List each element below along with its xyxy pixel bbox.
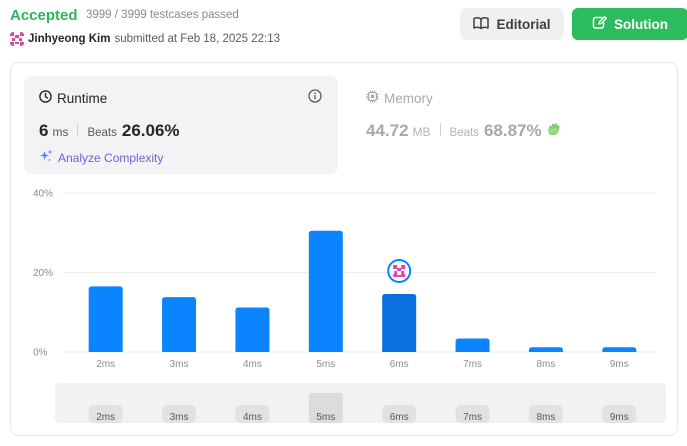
y-tick-label: 0% bbox=[33, 348, 48, 359]
bar-3ms[interactable] bbox=[162, 297, 197, 352]
x-tick-label: 7ms bbox=[463, 359, 482, 370]
runtime-distribution-chart[interactable]: 0% 20% 40% 2ms 3ms 4ms 5ms 6ms 7ms 8ms 9ms 2ms 3ms 4m… bbox=[11, 63, 679, 437]
memory-metrics: 44.72 MB Beats 68.87% bbox=[366, 121, 562, 141]
runtime-heading: Runtime bbox=[39, 90, 107, 106]
runtime-title: Runtime bbox=[57, 90, 108, 106]
memory-title: Memory bbox=[384, 90, 433, 106]
book-icon bbox=[473, 16, 490, 33]
avatar[interactable] bbox=[10, 32, 24, 46]
chip-icon bbox=[366, 90, 379, 106]
divider bbox=[77, 123, 79, 136]
submission-header: Accepted 3999 / 3999 testcases passed Ji… bbox=[10, 6, 687, 50]
info-icon[interactable] bbox=[308, 89, 322, 108]
submitted-time: submitted at Feb 18, 2025 22:13 bbox=[114, 33, 281, 45]
divider bbox=[439, 123, 441, 136]
range-selector-bar bbox=[382, 405, 417, 423]
your-submission-marker bbox=[387, 258, 412, 283]
range-selector-label: 3ms bbox=[170, 412, 189, 423]
runtime-value: 6 bbox=[39, 121, 49, 140]
range-selector-label: 8ms bbox=[536, 412, 555, 423]
testcases-passed: 3999 / 3999 testcases passed bbox=[86, 9, 239, 21]
range-selector[interactable] bbox=[55, 383, 666, 423]
x-tick-label: 3ms bbox=[170, 359, 189, 370]
bar-8ms[interactable] bbox=[528, 347, 563, 352]
runtime-unit: ms bbox=[52, 125, 69, 139]
range-selector-bar bbox=[455, 405, 490, 423]
analyze-complexity-link[interactable]: Analyze Complexity bbox=[39, 149, 163, 166]
edit-icon bbox=[592, 15, 607, 33]
y-tick-label: 20% bbox=[33, 268, 53, 279]
x-tick-label: 6ms bbox=[390, 359, 409, 370]
range-selector-bar bbox=[235, 405, 270, 423]
submission-status: Accepted bbox=[10, 7, 78, 24]
memory-unit: MB bbox=[412, 125, 431, 139]
range-selector-label: 9ms bbox=[610, 412, 629, 423]
bar-6ms[interactable] bbox=[382, 293, 417, 352]
range-selector-label: 7ms bbox=[463, 412, 482, 423]
analyze-label: Analyze Complexity bbox=[58, 150, 164, 165]
y-tick-label: 40% bbox=[33, 189, 53, 200]
bar-2ms[interactable] bbox=[88, 286, 123, 352]
editorial-label: Editorial bbox=[496, 16, 551, 32]
result-card: Runtime 6 ms Beats 26.06% Analyze Comple… bbox=[10, 62, 678, 436]
range-selector-label: 2ms bbox=[96, 412, 115, 423]
clock-icon bbox=[39, 90, 52, 106]
range-selector-label: 4ms bbox=[243, 412, 262, 423]
memory-beats-value: 68.87% bbox=[483, 121, 542, 140]
memory-heading: Memory bbox=[366, 90, 433, 106]
runtime-beats-value: 26.06% bbox=[121, 121, 180, 140]
range-selector-bar bbox=[528, 405, 563, 423]
author-row: Jinhyeong Kim submitted at Feb 18, 2025 … bbox=[10, 32, 280, 46]
range-selector-bar bbox=[162, 405, 197, 423]
x-tick-label: 8ms bbox=[536, 359, 555, 370]
author-name[interactable]: Jinhyeong Kim bbox=[28, 33, 111, 45]
solution-label: Solution bbox=[614, 16, 668, 32]
range-selector-bar bbox=[602, 405, 637, 423]
sparkle-icon bbox=[39, 149, 53, 166]
memory-panel[interactable]: Memory 44.72 MB Beats 68.87% bbox=[352, 76, 662, 174]
runtime-metrics: 6 ms Beats 26.06% bbox=[39, 121, 180, 141]
runtime-panel[interactable]: Runtime 6 ms Beats 26.06% Analyze Comple… bbox=[24, 76, 338, 174]
x-tick-label: 4ms bbox=[243, 359, 262, 370]
x-tick-label: 9ms bbox=[610, 359, 629, 370]
memory-value: 44.72 bbox=[366, 121, 409, 140]
range-selector-bar bbox=[88, 405, 123, 423]
runtime-beats-label: Beats bbox=[87, 127, 117, 139]
bar-4ms[interactable] bbox=[235, 307, 270, 352]
range-selector-label: 6ms bbox=[390, 412, 409, 423]
x-tick-label: 5ms bbox=[316, 359, 335, 370]
bar-7ms[interactable] bbox=[455, 338, 490, 352]
bar-5ms[interactable] bbox=[308, 230, 343, 352]
memory-beats-label: Beats bbox=[449, 127, 479, 139]
editorial-button[interactable]: Editorial bbox=[460, 8, 564, 40]
x-tick-label: 2ms bbox=[96, 359, 115, 370]
range-selector-bar bbox=[308, 393, 343, 423]
clap-icon bbox=[547, 122, 562, 141]
bar-9ms[interactable] bbox=[602, 347, 637, 352]
range-selector-label: 5ms bbox=[316, 412, 335, 423]
solution-button[interactable]: Solution bbox=[572, 8, 687, 40]
